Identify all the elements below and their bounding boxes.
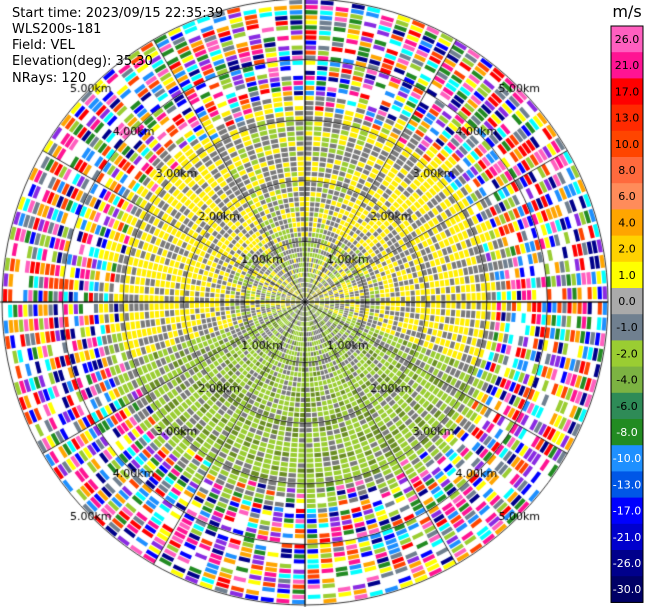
colorbar-tick-label: -26.0 [613, 557, 641, 570]
colorbar-tick-label: 21.0 [615, 59, 640, 72]
colorbar-swatch [611, 340, 643, 368]
colorbar-tick-label: 13.0 [615, 112, 640, 125]
colorbar-swatch [611, 314, 643, 341]
colorbar-swatch [611, 157, 643, 184]
colorbar-tick-label: 4.0 [618, 216, 636, 229]
colorbar-tick-label: -10.0 [613, 452, 641, 465]
colorbar-swatch [611, 104, 643, 132]
colorbar-swatch [611, 445, 643, 472]
colorbar-swatch [611, 26, 643, 53]
field-label: Field: VEL [12, 38, 75, 53]
colorbar-tick-label: -21.0 [613, 531, 641, 544]
colorbar-tick-label: -13.0 [613, 478, 641, 491]
colorbar-tick-label: 17.0 [615, 85, 640, 98]
colorbar-swatch [611, 366, 643, 394]
elevation-label: Elevation(deg): 35.30 [12, 54, 153, 69]
colorbar-tick-label: 2.0 [618, 243, 636, 256]
colorbar-swatch [611, 550, 643, 577]
colorbar-swatch [611, 419, 643, 446]
instrument-label: WLS200s-181 [12, 22, 102, 37]
colorbar-swatch [611, 471, 643, 499]
colorbar-tick-label: -2.0 [616, 347, 637, 360]
colorbar-swatch [611, 523, 643, 551]
colorbar-tick-label: -4.0 [616, 374, 637, 387]
colorbar-tick-label: -1.0 [616, 321, 637, 334]
start-time-label: Start time: 2023/09/15 22:35:39 [12, 6, 224, 21]
colorbar-swatch [611, 288, 643, 315]
colorbar-tick-label: 26.0 [615, 33, 640, 46]
nrays-label: NRays: 120 [12, 71, 87, 86]
colorbar-tick-label: -8.0 [616, 426, 637, 439]
colorbar-tick-label: 10.0 [615, 138, 640, 151]
colorbar-tick-label: 8.0 [618, 164, 636, 177]
colorbar-swatch [611, 78, 643, 106]
colorbar-swatch [611, 209, 643, 237]
colorbar-swatch [611, 235, 643, 263]
colorbar-tick-label: -17.0 [613, 505, 641, 518]
colorbar-swatch [611, 497, 643, 525]
colorbar-swatch [611, 52, 643, 79]
colorbar-frame [610, 25, 644, 603]
colorbar-tick-label: 6.0 [618, 190, 636, 203]
colorbar-swatch [611, 261, 643, 289]
colorbar-tick-label: 1.0 [618, 269, 636, 282]
colorbar-swatch [611, 392, 643, 420]
colorbar-tick-label: 0.0 [618, 295, 636, 308]
colorbar-swatch [611, 130, 643, 158]
colorbar-unit-label: m/s [612, 2, 641, 21]
colorbar-tick-label: -30.0 [613, 583, 641, 596]
colorbar-swatch [611, 183, 643, 210]
colorbar-swatch [611, 576, 643, 603]
colorbar-tick-label: -6.0 [616, 400, 637, 413]
